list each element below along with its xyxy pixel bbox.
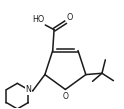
Text: O: O bbox=[66, 13, 73, 22]
Text: O: O bbox=[62, 92, 68, 101]
Text: HO: HO bbox=[32, 15, 45, 24]
Text: N: N bbox=[25, 85, 31, 94]
